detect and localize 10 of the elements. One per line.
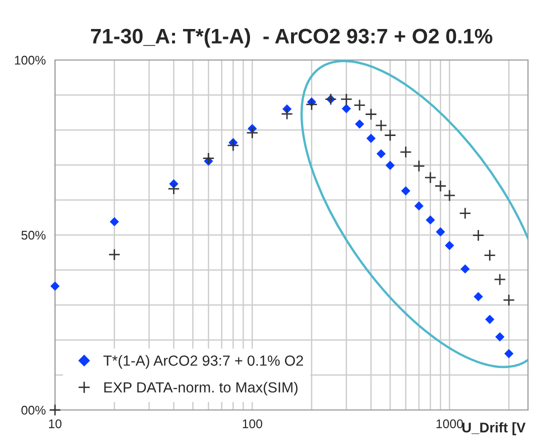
x-tick-label: 1000 <box>436 419 463 428</box>
x-axis-title: U_Drift [V <box>462 422 526 436</box>
x-tick-label: 100 <box>242 419 262 428</box>
y-tick-label: 100% <box>14 56 46 65</box>
x-tick-label: 10 <box>49 419 62 428</box>
legend-label: EXP DATA-norm. to Max(SIM) <box>104 382 298 396</box>
legend-label: T*(1-A) ArCO2 93:7 + 0.1% O2 <box>103 355 303 369</box>
chart-title: 71-30_A: T*(1-A) - ArCO2 93:7 + O2 0.1% <box>91 28 492 48</box>
y-tick-label: 50% <box>21 230 46 240</box>
y-tick-label: 00% <box>21 406 46 415</box>
